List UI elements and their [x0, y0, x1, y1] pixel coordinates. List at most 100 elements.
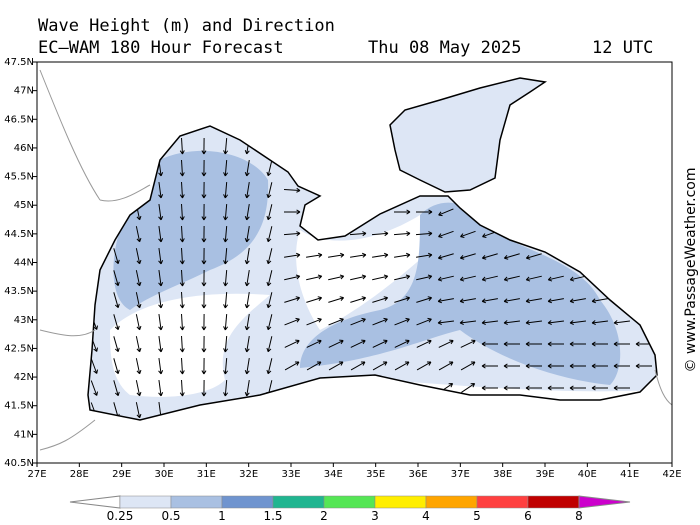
arrow	[459, 253, 476, 260]
lat-label: 46N	[14, 143, 34, 154]
lon-label: 29E	[112, 469, 131, 480]
lon-label: 36E	[408, 469, 427, 480]
arrow	[591, 320, 609, 326]
arrow	[201, 313, 207, 331]
arrow	[525, 298, 542, 304]
colorbar-box	[425, 495, 478, 509]
arrow	[158, 292, 164, 309]
arrow	[613, 363, 630, 369]
colorbar-box	[170, 495, 223, 509]
arrow	[503, 275, 520, 282]
arrow	[613, 320, 631, 326]
arrow	[503, 385, 520, 391]
arrow	[201, 247, 207, 265]
arrow	[158, 182, 164, 199]
arrow	[113, 380, 120, 397]
arrow	[223, 291, 229, 309]
arrow	[459, 320, 477, 326]
arrow	[266, 336, 273, 353]
colorbar-label: 4	[422, 509, 430, 523]
arrow	[135, 248, 142, 265]
title: Wave Height (m) and Direction	[38, 16, 335, 36]
arrow	[201, 291, 207, 309]
arrow	[244, 314, 250, 331]
arrow	[113, 270, 120, 287]
lat-label: 47N	[14, 86, 34, 97]
arrow	[244, 270, 250, 287]
arrow	[158, 358, 164, 375]
colorbar: 0.25 0.5 1 1.5 2 3 4 5 6 8	[69, 495, 631, 523]
colorbar-box	[221, 495, 274, 509]
arrow	[284, 296, 301, 303]
lon-label: 32E	[239, 469, 258, 480]
arrow	[135, 292, 142, 309]
arrow	[179, 181, 185, 199]
arrow	[158, 204, 164, 221]
arrow	[223, 269, 229, 287]
lon-label: 30E	[154, 469, 173, 480]
arrow	[350, 296, 367, 303]
arrow	[266, 270, 273, 287]
lat-label: 42N	[14, 372, 34, 383]
arrow	[569, 298, 586, 304]
arrow	[201, 159, 207, 177]
arrow	[179, 291, 185, 309]
arrow	[591, 363, 608, 369]
arrow	[437, 275, 454, 282]
arrow	[328, 296, 345, 303]
arrow	[547, 275, 564, 282]
arrow	[481, 253, 498, 260]
arrow	[201, 335, 207, 353]
arrow	[547, 385, 564, 391]
arrow	[179, 335, 185, 353]
colorbar-label: 0.25	[107, 509, 134, 523]
arrow	[394, 296, 411, 303]
arrow	[135, 336, 142, 353]
coastline	[87, 125, 658, 421]
arrow	[266, 160, 273, 177]
arrow	[438, 361, 454, 371]
arrow	[113, 358, 120, 375]
arrow	[328, 339, 344, 348]
arrow	[525, 341, 542, 347]
colorbar-box	[476, 495, 529, 509]
arrow	[306, 317, 322, 326]
arrow	[201, 269, 207, 287]
arrow	[394, 317, 410, 326]
arrow	[460, 361, 476, 371]
arrow	[244, 226, 250, 243]
arrow	[415, 231, 433, 237]
lon-label: 38E	[493, 469, 512, 480]
arrow	[393, 231, 411, 237]
arrow	[283, 209, 301, 215]
arrow	[459, 275, 476, 282]
lat-label: 43.5N	[4, 286, 34, 297]
borders	[39, 69, 673, 451]
arrow	[350, 274, 367, 281]
arrow	[437, 253, 454, 260]
lon-label: 40E	[578, 469, 597, 480]
lat-label: 47.5N	[4, 57, 34, 68]
lon-label: 42E	[662, 469, 681, 480]
arrow	[135, 358, 142, 375]
arrow	[244, 292, 250, 309]
lat-label: 43N	[14, 315, 34, 326]
arrow	[569, 320, 587, 326]
arrow	[372, 252, 389, 258]
arrow	[481, 385, 498, 391]
colorbar-label: 1	[218, 509, 226, 523]
arrow	[244, 358, 250, 375]
arrow	[328, 317, 344, 326]
arrow	[201, 379, 207, 397]
arrow	[283, 231, 301, 237]
arrow	[266, 226, 273, 243]
arrow	[481, 298, 498, 304]
arrow	[223, 137, 229, 155]
lon-label: 34E	[324, 469, 343, 480]
arrow	[306, 296, 323, 303]
arrow	[201, 225, 207, 243]
lon-label: 37E	[451, 469, 470, 480]
arrow	[394, 274, 411, 281]
arrow	[135, 270, 142, 287]
